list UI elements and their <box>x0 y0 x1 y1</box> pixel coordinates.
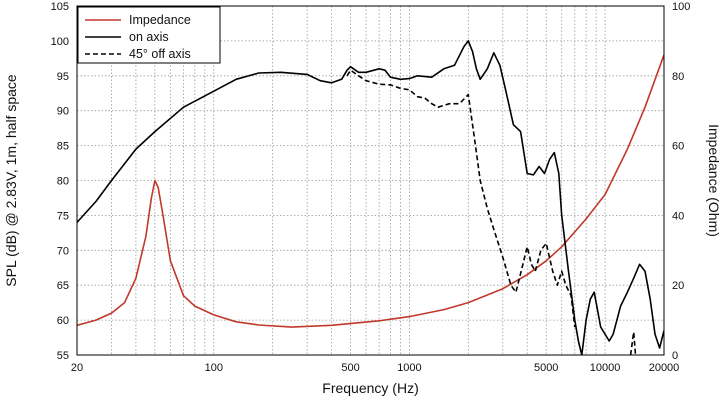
y-axis-label: SPL (dB) @ 2.83V, 1m, half space <box>3 74 19 287</box>
series-line-on-axis <box>77 40 664 355</box>
series-layer <box>77 40 664 355</box>
x-tick-label: 10000 <box>590 362 621 374</box>
y-tick-labels: 55 60 65 70 75 80 85 90 95 100 105 <box>51 1 69 362</box>
y2-tick-labels: 0 20 40 60 80 100 <box>672 1 690 362</box>
y2-tick-label: 0 <box>672 350 678 362</box>
y2-tick-label: 40 <box>672 210 684 222</box>
y-tick-label: 60 <box>57 315 69 327</box>
series-line-impedance <box>77 54 664 328</box>
y-tick-label: 55 <box>57 350 69 362</box>
legend-box <box>77 6 221 64</box>
y-tick-label: 100 <box>51 36 69 48</box>
y2-tick-label: 20 <box>672 280 684 292</box>
y-tick-label: 70 <box>57 245 69 257</box>
x-tick-label: 500 <box>341 362 359 374</box>
y-tick-label: 65 <box>57 280 69 292</box>
x-axis-label: Frequency (Hz) <box>322 380 418 396</box>
x-tick-label: 5000 <box>534 362 558 374</box>
y2-tick-label: 100 <box>672 1 690 13</box>
y-tick-label: 90 <box>57 106 69 118</box>
y2-axis-label: Impedance (Ohm) <box>706 124 720 237</box>
y-tick-label: 105 <box>51 1 69 13</box>
grid <box>77 6 664 355</box>
legend-label-off-axis: 45° off axis <box>129 47 191 61</box>
y-tick-label: 85 <box>57 141 69 153</box>
x-tick-label: 100 <box>205 362 223 374</box>
legend: Impedance on axis 45° off axis <box>77 6 221 64</box>
plot-frame <box>76 5 665 356</box>
x-tick-label: 1000 <box>397 362 421 374</box>
y2-tick-label: 80 <box>672 71 684 83</box>
legend-label-impedance: Impedance <box>129 13 191 27</box>
legend-label-on-axis: on axis <box>129 30 169 44</box>
y-tick-label: 80 <box>57 176 69 188</box>
x-tick-label: 20000 <box>649 362 680 374</box>
y2-tick-label: 60 <box>672 141 684 153</box>
series-line-continuation <box>629 331 637 355</box>
x-tick-labels: 20 100 500 1000 5000 10000 20000 <box>71 362 679 374</box>
series-line-45-off-axis <box>346 69 576 328</box>
y-tick-label: 75 <box>57 210 69 222</box>
x-tick-label: 20 <box>71 362 83 374</box>
y-tick-label: 95 <box>57 71 69 83</box>
